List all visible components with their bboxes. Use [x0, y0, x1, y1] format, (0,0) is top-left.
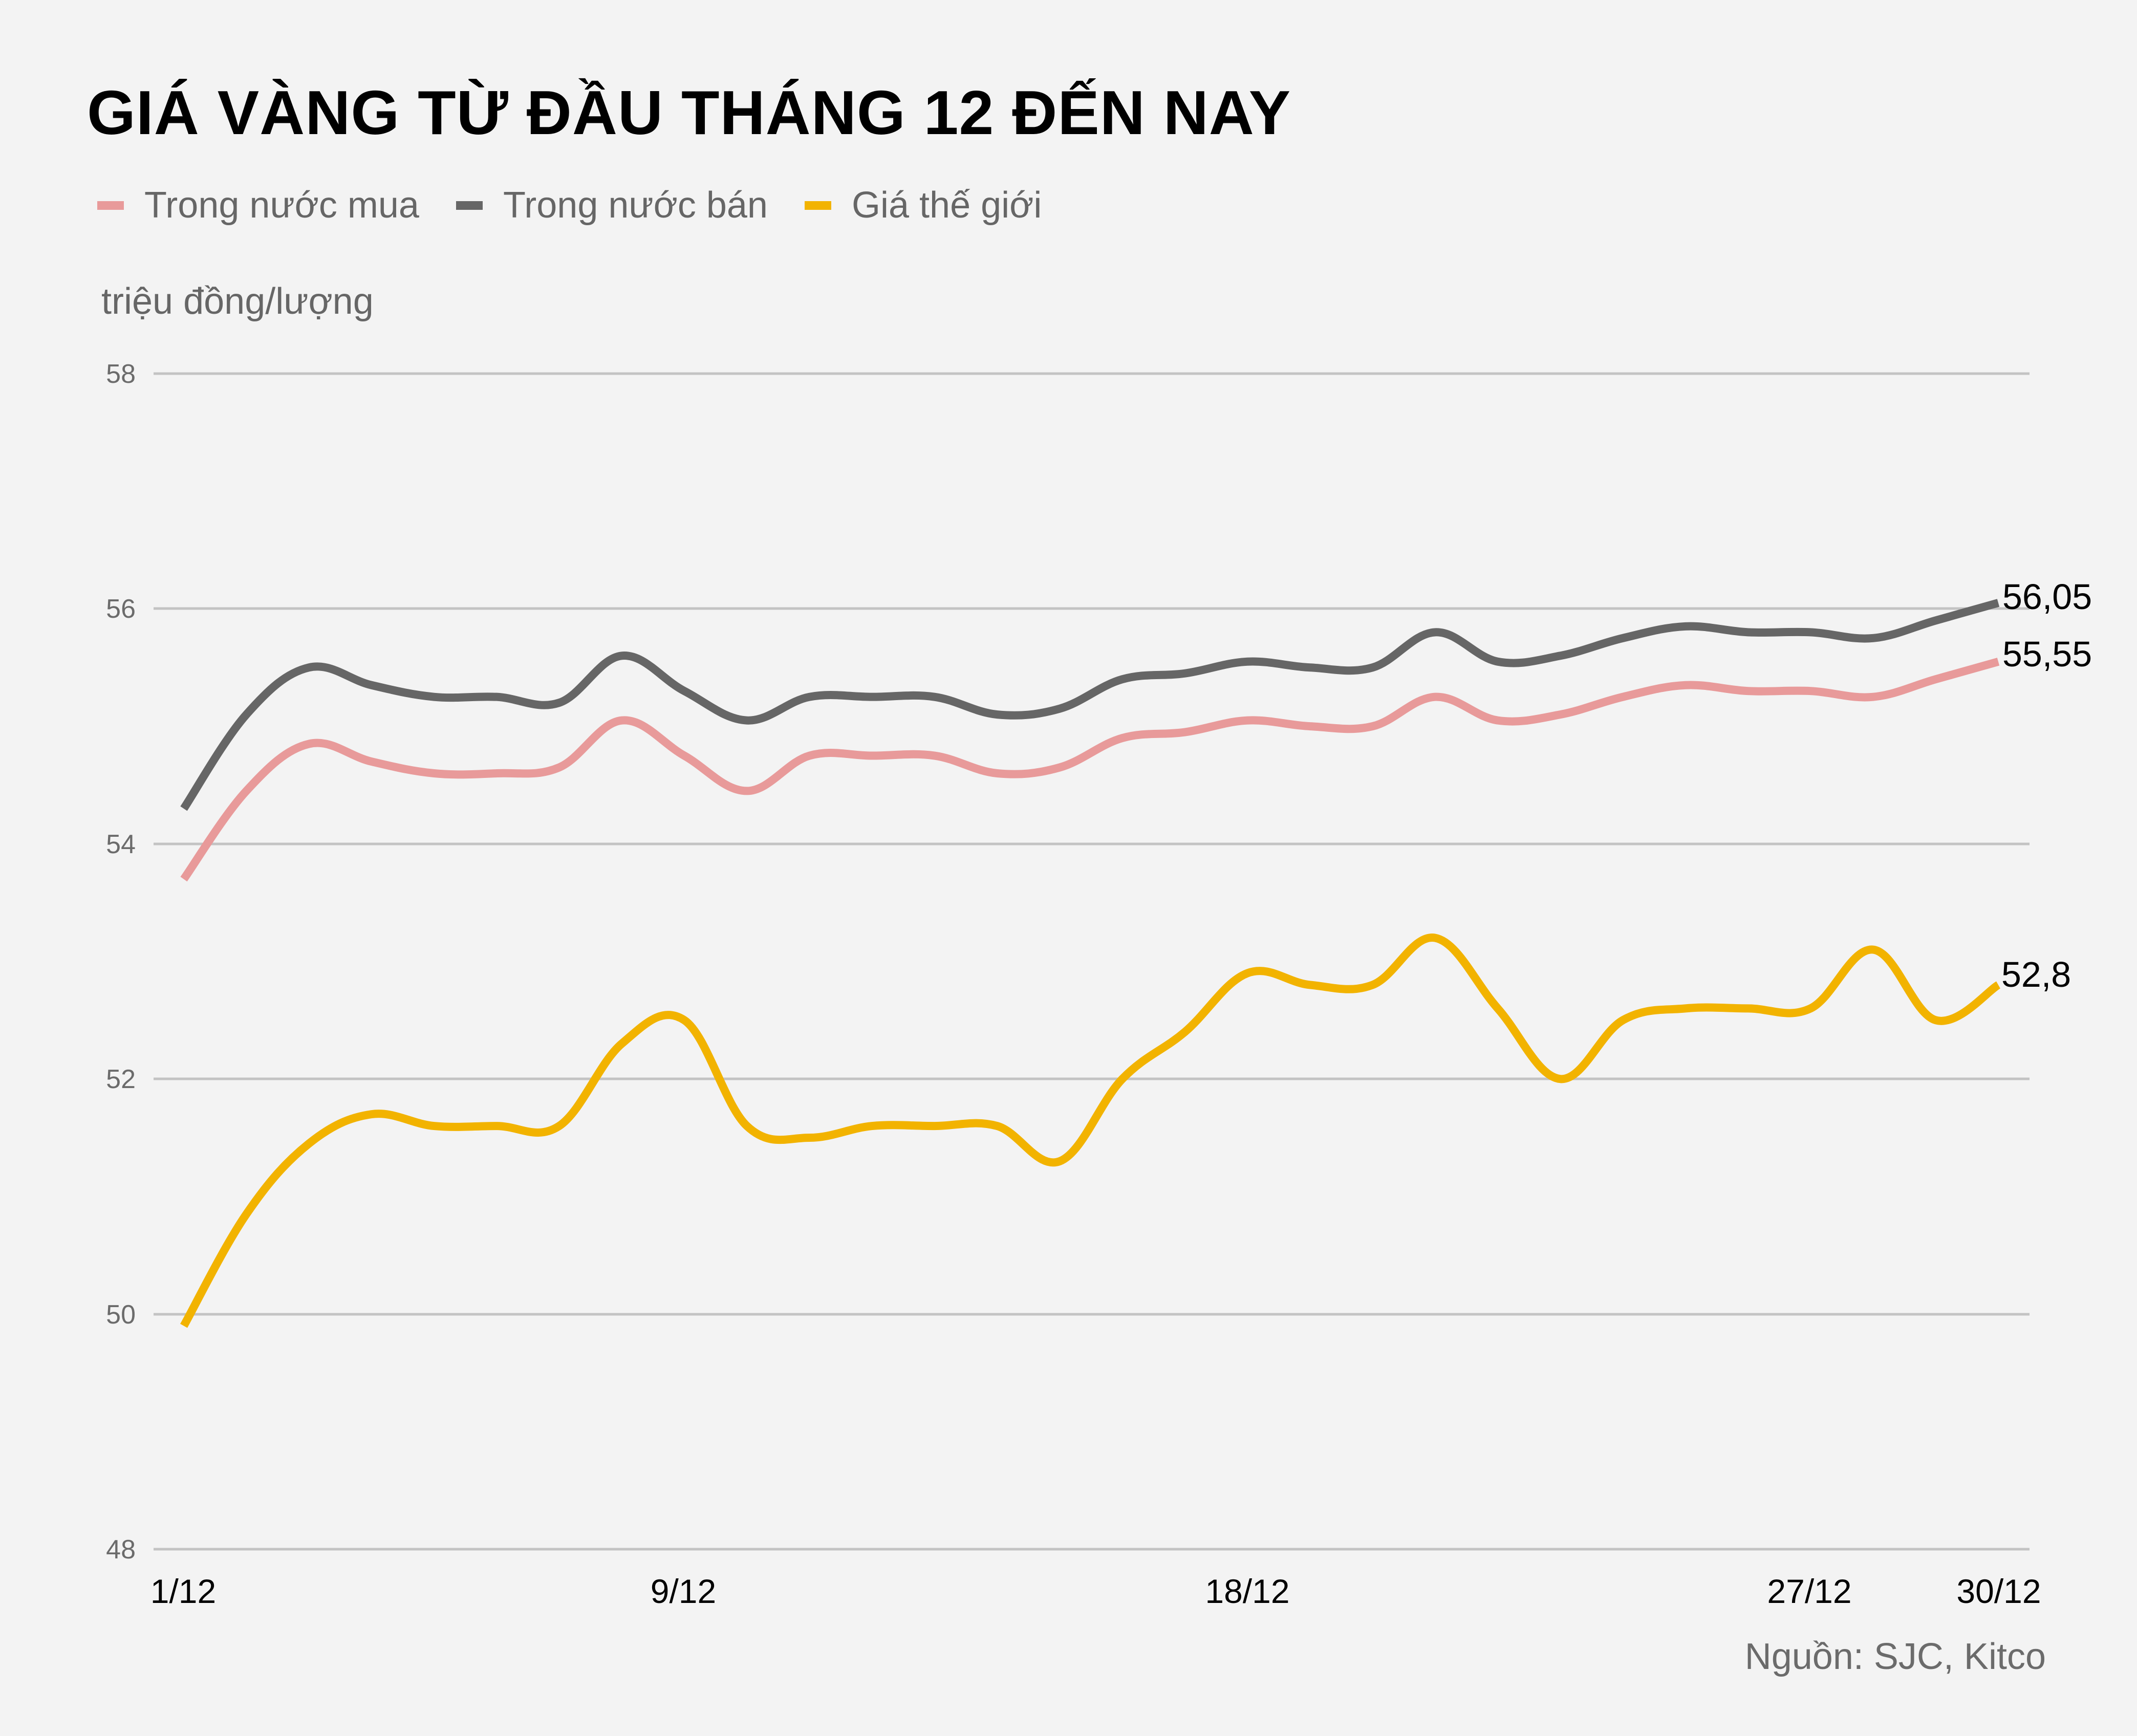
legend-label-the-gioi: Giá thế giới [851, 185, 1042, 226]
x-axis-ticks: 1/12 9/12 18/12 27/12 30/12 [150, 1572, 2041, 1610]
legend-label-mua: Trong nước mua [144, 185, 419, 226]
legend-label-ban: Trong nước bán [503, 185, 768, 226]
legend-swatch-ban [456, 201, 483, 210]
source-note: Nguồn: SJC, Kitco [1744, 1636, 2046, 1677]
series-line-mua [180, 658, 2000, 882]
gridlines [154, 372, 2030, 1551]
series-line-the-gioi [180, 934, 2001, 1328]
legend-swatch-mua [97, 201, 124, 210]
y-axis-unit-label: triệu đồng/lượng [101, 281, 374, 322]
x-tick: 27/12 [1767, 1572, 1851, 1610]
y-tick: 56 [106, 594, 136, 624]
y-tick: 54 [106, 830, 136, 859]
end-label-the-gioi: 52,8 [2001, 954, 2071, 994]
chart-title: GIÁ VÀNG TỪ ĐẦU THÁNG 12 ĐẾN NAY [87, 78, 1291, 147]
legend: Trong nước mua Trong nước bán Giá thế gi… [97, 184, 1078, 226]
x-tick: 30/12 [1956, 1572, 2041, 1610]
y-axis-ticks: 58 56 54 52 50 48 [106, 359, 136, 1565]
legend-item-the-gioi: Giá thế giới [804, 184, 1042, 226]
end-labels: 56,05 55,55 52,8 [2001, 577, 2092, 994]
end-label-mua: 55,55 [2002, 634, 2092, 674]
series-line-ban [180, 599, 2000, 811]
end-label-ban: 56,05 [2002, 577, 2092, 617]
y-tick: 52 [106, 1065, 136, 1094]
x-tick: 9/12 [651, 1572, 716, 1610]
y-tick: 58 [106, 359, 136, 389]
legend-item-mua: Trong nước mua [97, 184, 419, 226]
legend-swatch-the-gioi [804, 201, 831, 210]
y-tick: 48 [106, 1535, 136, 1565]
y-tick: 50 [106, 1300, 136, 1330]
x-tick: 18/12 [1205, 1572, 1289, 1610]
legend-item-ban: Trong nước bán [456, 184, 768, 226]
x-tick: 1/12 [150, 1572, 216, 1610]
series-lines [180, 599, 2001, 1328]
